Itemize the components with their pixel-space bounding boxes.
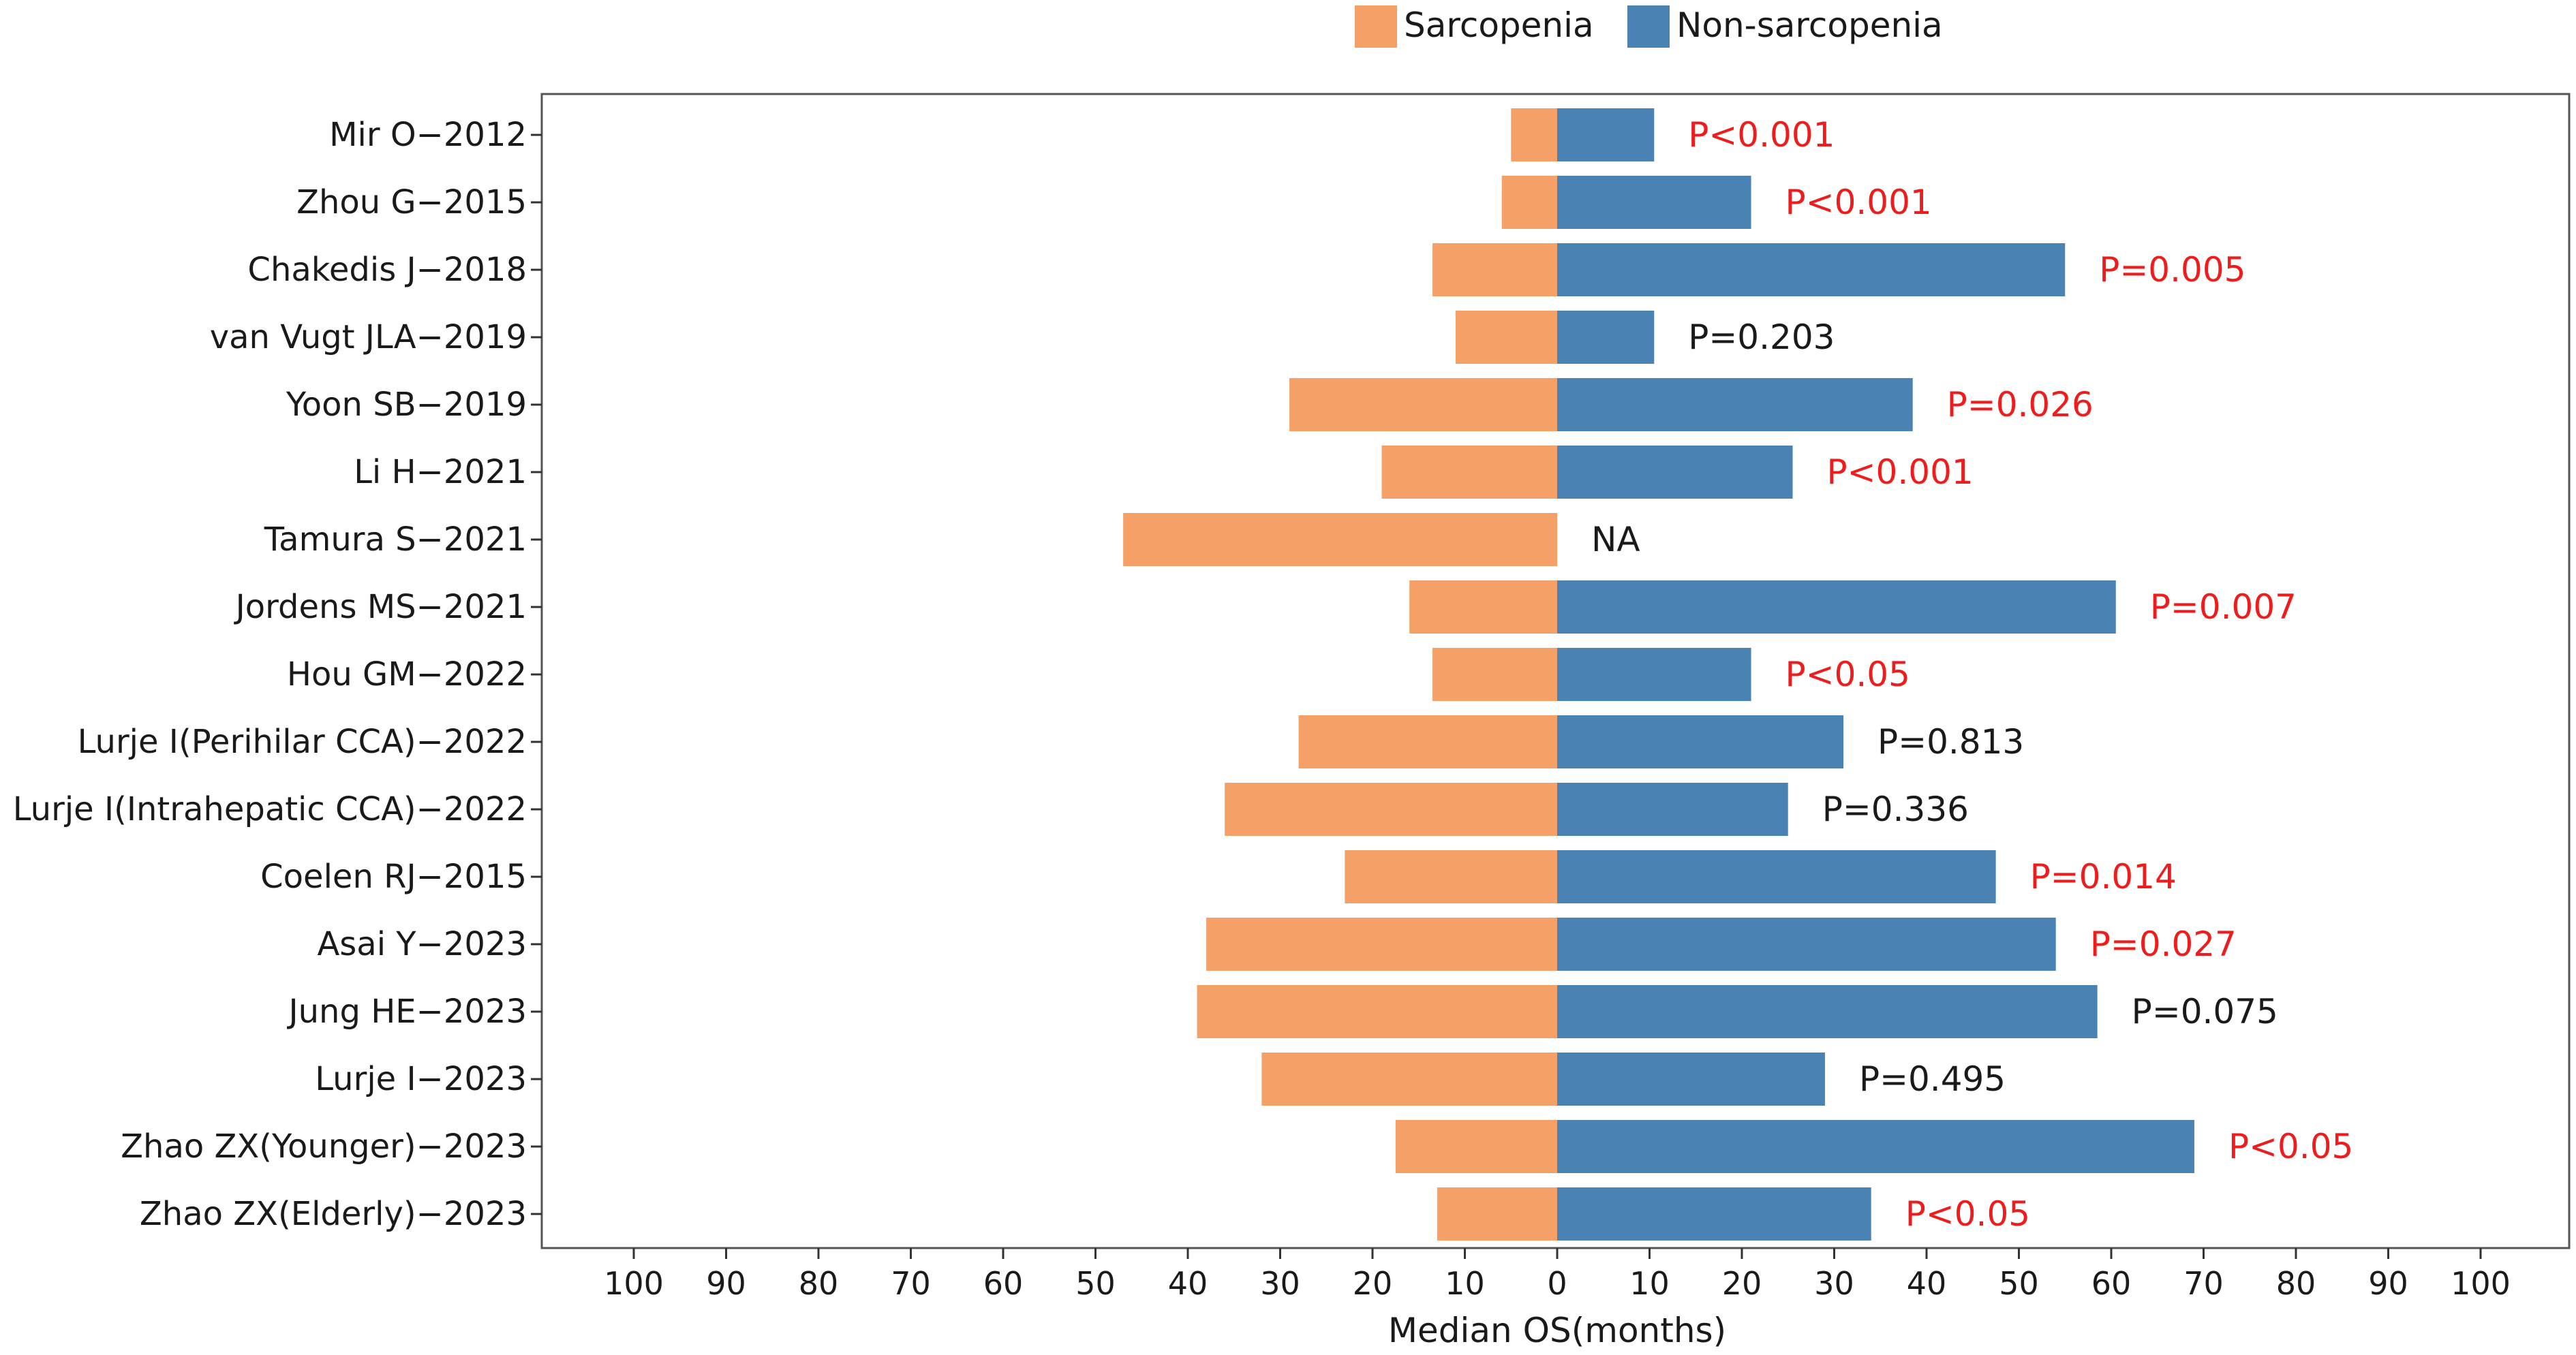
x-tick-label: 30: [1814, 1265, 1854, 1302]
study-label: Asai Y−2023: [317, 925, 527, 963]
sarcopenia-bar: [1225, 783, 1557, 836]
legend-label-sarcopenia: Sarcopenia: [1404, 5, 1594, 45]
x-tick-label: 20: [1722, 1265, 1762, 1302]
sarcopenia-bar: [1381, 446, 1557, 499]
non-sarcopenia-bar: [1557, 715, 1844, 768]
x-tick-label: 80: [2276, 1265, 2316, 1302]
non-sarcopenia-bar: [1557, 311, 1655, 364]
non-sarcopenia-bar: [1557, 918, 2056, 971]
non-sarcopenia-bar: [1557, 243, 2066, 296]
non-sarcopenia-bar: [1557, 850, 1996, 903]
study-label: Chakedis J−2018: [247, 251, 527, 289]
p-value-label: P<0.05: [1785, 655, 1910, 694]
non-sarcopenia-bar: [1557, 176, 1751, 229]
p-value-label: P=0.495: [1859, 1059, 2006, 1099]
p-value-label: P<0.05: [1905, 1194, 2030, 1234]
study-label: Zhou G−2015: [296, 183, 527, 221]
x-tick-label: 20: [1353, 1265, 1393, 1302]
non-sarcopenia-bar: [1557, 580, 2116, 634]
p-value-label: P=0.336: [1822, 790, 1969, 829]
x-tick-label: 70: [891, 1265, 931, 1302]
p-value-label: P=0.075: [2132, 992, 2278, 1031]
x-tick-label: 0: [1547, 1265, 1567, 1302]
p-value-label: P<0.001: [1827, 452, 1974, 492]
p-value-label: NA: [1591, 520, 1640, 559]
x-tick-label: 50: [1999, 1265, 2039, 1302]
x-tick-label: 10: [1445, 1265, 1485, 1302]
study-label: Lurje I(Perihilar CCA)−2022: [78, 723, 527, 761]
study-label: Lurje I−2023: [315, 1060, 527, 1098]
x-tick-label: 50: [1075, 1265, 1116, 1302]
p-value-label: P<0.05: [2228, 1127, 2353, 1166]
non-sarcopenia-bar: [1557, 378, 1913, 431]
study-label: Mir O−2012: [329, 116, 527, 154]
study-label: van Vugt JLA−2019: [210, 318, 527, 356]
p-value-label: P=0.026: [1947, 385, 2094, 424]
p-value-label: P=0.027: [2090, 924, 2237, 964]
x-tick-label: 70: [2183, 1265, 2224, 1302]
sarcopenia-bar: [1409, 580, 1557, 634]
p-value-label: P<0.001: [1785, 183, 1932, 222]
p-value-label: P<0.001: [1688, 115, 1835, 155]
study-label: Coelen RJ−2015: [260, 858, 527, 896]
p-value-label: P=0.005: [2099, 250, 2245, 290]
study-label: Zhao ZX(Younger)−2023: [121, 1127, 527, 1166]
study-label: Tamura S−2021: [264, 520, 527, 559]
study-label: Jung HE−2023: [286, 993, 527, 1031]
x-tick-label: 100: [604, 1265, 664, 1302]
x-tick-label: 60: [2091, 1265, 2132, 1302]
p-value-label: P=0.007: [2150, 587, 2297, 627]
non-sarcopenia-bar: [1557, 108, 1655, 161]
x-axis-title: Median OS(months): [1388, 1311, 1726, 1350]
p-value-label: P=0.014: [2030, 857, 2177, 897]
study-label: Zhao ZX(Elderly)−2023: [140, 1195, 527, 1233]
sarcopenia-bar: [1395, 1120, 1557, 1173]
p-value-label: P=0.203: [1688, 317, 1835, 357]
legend-swatch-sarcopenia: [1355, 5, 1397, 48]
sarcopenia-bar: [1123, 513, 1557, 566]
study-label: Lurje I(Intrahepatic CCA)−2022: [13, 790, 527, 828]
non-sarcopenia-bar: [1557, 985, 2098, 1038]
legend-label-non-sarcopenia: Non-sarcopenia: [1676, 5, 1943, 45]
x-tick-label: 30: [1260, 1265, 1300, 1302]
sarcopenia-bar: [1432, 243, 1557, 296]
sarcopenia-bar: [1197, 985, 1557, 1038]
sarcopenia-bar: [1437, 1187, 1557, 1241]
sarcopenia-bar: [1455, 311, 1557, 364]
non-sarcopenia-bar: [1557, 1187, 1871, 1241]
x-tick-label: 40: [1168, 1265, 1208, 1302]
sarcopenia-bar: [1298, 715, 1557, 768]
sarcopenia-bar: [1501, 176, 1557, 229]
sarcopenia-bar: [1432, 648, 1557, 701]
x-tick-label: 60: [983, 1265, 1024, 1302]
study-label: Li H−2021: [354, 453, 527, 491]
x-tick-label: 90: [706, 1265, 746, 1302]
study-label: Hou GM−2022: [287, 655, 527, 694]
x-tick-label: 10: [1629, 1265, 1670, 1302]
legend-swatch-non-sarcopenia: [1627, 5, 1670, 48]
sarcopenia-bar: [1289, 378, 1557, 431]
sarcopenia-bar: [1261, 1053, 1557, 1106]
non-sarcopenia-bar: [1557, 648, 1751, 701]
x-tick-label: 90: [2368, 1265, 2408, 1302]
sarcopenia-bar: [1511, 108, 1557, 161]
non-sarcopenia-bar: [1557, 1120, 2194, 1173]
sarcopenia-bar: [1206, 918, 1557, 971]
study-label: Yoon SB−2019: [286, 386, 527, 424]
x-tick-label: 80: [799, 1265, 839, 1302]
p-value-label: P=0.813: [1877, 722, 2024, 762]
plot-frame: [540, 93, 2571, 1249]
non-sarcopenia-bar: [1557, 1053, 1825, 1106]
x-tick-label: 100: [2451, 1265, 2511, 1302]
non-sarcopenia-bar: [1557, 446, 1793, 499]
x-tick-label: 40: [1907, 1265, 1947, 1302]
sarcopenia-bar: [1345, 850, 1557, 903]
study-label: Jordens MS−2021: [234, 588, 527, 626]
non-sarcopenia-bar: [1557, 783, 1788, 836]
